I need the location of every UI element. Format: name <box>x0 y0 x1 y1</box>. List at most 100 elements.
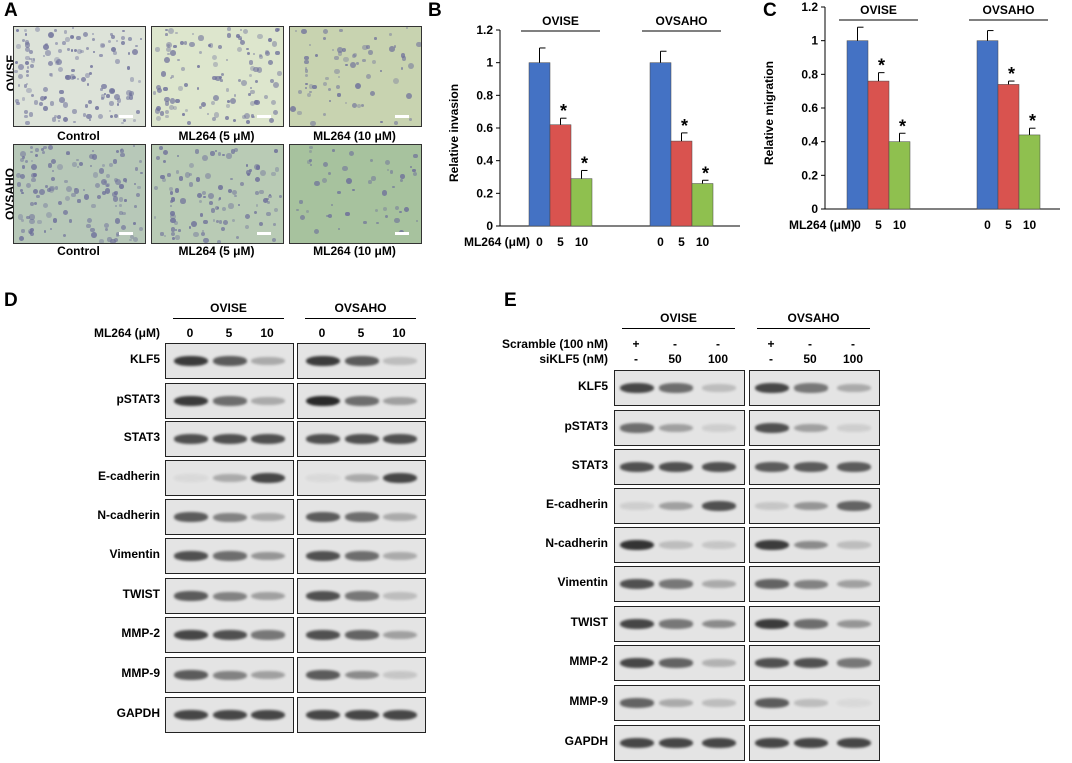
cell-dot <box>161 177 166 182</box>
x-tick-label: 5 <box>875 218 882 232</box>
cell-dot <box>409 166 412 169</box>
band <box>174 551 208 561</box>
cell-dot <box>135 193 140 198</box>
cell-dot <box>197 193 203 198</box>
cell-dot <box>374 37 377 40</box>
bar <box>997 84 1020 210</box>
cell-dot <box>267 200 271 204</box>
cell-dot <box>208 43 212 47</box>
cell-dot <box>328 213 332 218</box>
bar <box>528 62 551 227</box>
cell-dot <box>122 211 127 216</box>
cell-dot <box>115 234 119 237</box>
cell-dot <box>222 220 228 226</box>
lane-value: 100 <box>842 352 864 366</box>
band <box>620 462 654 472</box>
cell-dot <box>33 100 38 105</box>
cell-dot <box>228 203 234 209</box>
cell-dot <box>298 90 303 95</box>
cell-dot <box>256 33 263 40</box>
cell-dot <box>327 87 331 91</box>
cell-dot <box>30 146 34 150</box>
x-tick-label: 10 <box>1023 218 1037 232</box>
cell-dot <box>100 94 105 99</box>
cell-dot <box>175 98 181 104</box>
cell-dot <box>216 239 221 243</box>
cell-dot <box>337 93 341 97</box>
cell-dot <box>45 50 52 56</box>
band <box>174 591 208 601</box>
cell-dot <box>237 36 242 40</box>
cell-dot <box>46 188 51 193</box>
cell-dot <box>221 206 227 212</box>
cell-dot <box>120 152 125 158</box>
cell-dot <box>32 188 38 194</box>
lane-value: - <box>769 352 773 366</box>
cell-dot <box>322 81 328 86</box>
cell-dot <box>129 77 135 82</box>
cell-dot <box>176 58 180 62</box>
band <box>306 395 340 407</box>
x-tick-label: 5 <box>557 235 564 249</box>
cell-dot <box>15 29 19 33</box>
cell-dot <box>245 170 251 175</box>
cell-dot <box>26 87 33 94</box>
cell-dot <box>43 55 46 58</box>
cell-dot <box>156 87 162 93</box>
blot-strip <box>297 499 426 535</box>
cell-dot <box>240 181 245 187</box>
cell-dot <box>253 66 259 73</box>
cell-dot <box>412 153 418 159</box>
cell-dot <box>273 110 279 116</box>
cell-dot <box>43 97 47 101</box>
cell-dot <box>304 69 309 73</box>
protein-label: STAT3 <box>123 430 160 444</box>
cell-dot <box>273 223 276 226</box>
cell-dot <box>29 112 34 117</box>
cell-dot <box>54 186 59 190</box>
cell-dot <box>323 28 329 34</box>
cell-dot <box>337 227 340 230</box>
cell-dot <box>105 184 109 188</box>
band <box>659 383 693 393</box>
cell-dot <box>248 60 254 65</box>
significance-mark: * <box>560 101 567 121</box>
cell-dot <box>22 38 26 42</box>
cell-dot <box>196 87 200 90</box>
cell-dot <box>43 230 47 234</box>
lane-value: 50 <box>803 352 817 366</box>
band <box>620 423 654 433</box>
cell-dot <box>266 211 271 217</box>
cell-dot <box>129 95 134 100</box>
cell-dot <box>98 114 104 120</box>
cell-dot <box>21 229 25 233</box>
cell-dot <box>113 113 118 118</box>
cell-dot <box>118 197 124 203</box>
band <box>659 501 693 511</box>
cell-dot <box>115 218 121 224</box>
group-underline <box>757 328 870 329</box>
cell-dot <box>26 66 30 69</box>
cell-dot <box>121 40 126 45</box>
cell-dot <box>14 61 18 65</box>
cell-dot <box>184 83 189 88</box>
lane-value: 0 <box>318 326 326 340</box>
group-underline <box>622 328 735 329</box>
cell-dot <box>91 153 98 160</box>
cell-dot <box>120 121 124 125</box>
cell-dot <box>188 162 194 168</box>
cell-dot <box>17 74 23 80</box>
lane-value: 5 <box>357 326 365 340</box>
band <box>659 579 693 589</box>
bar <box>670 140 693 227</box>
cell-dot <box>170 218 176 224</box>
cell-dot <box>128 36 133 41</box>
cell-dot <box>177 155 180 158</box>
cell-dot <box>72 109 77 114</box>
cell-dot <box>160 174 165 180</box>
micrograph-ovise-ml264-10 <box>289 26 422 127</box>
cell-dot <box>337 75 340 78</box>
cell-dot <box>202 155 208 162</box>
cell-dot <box>344 63 348 67</box>
band <box>620 657 654 669</box>
